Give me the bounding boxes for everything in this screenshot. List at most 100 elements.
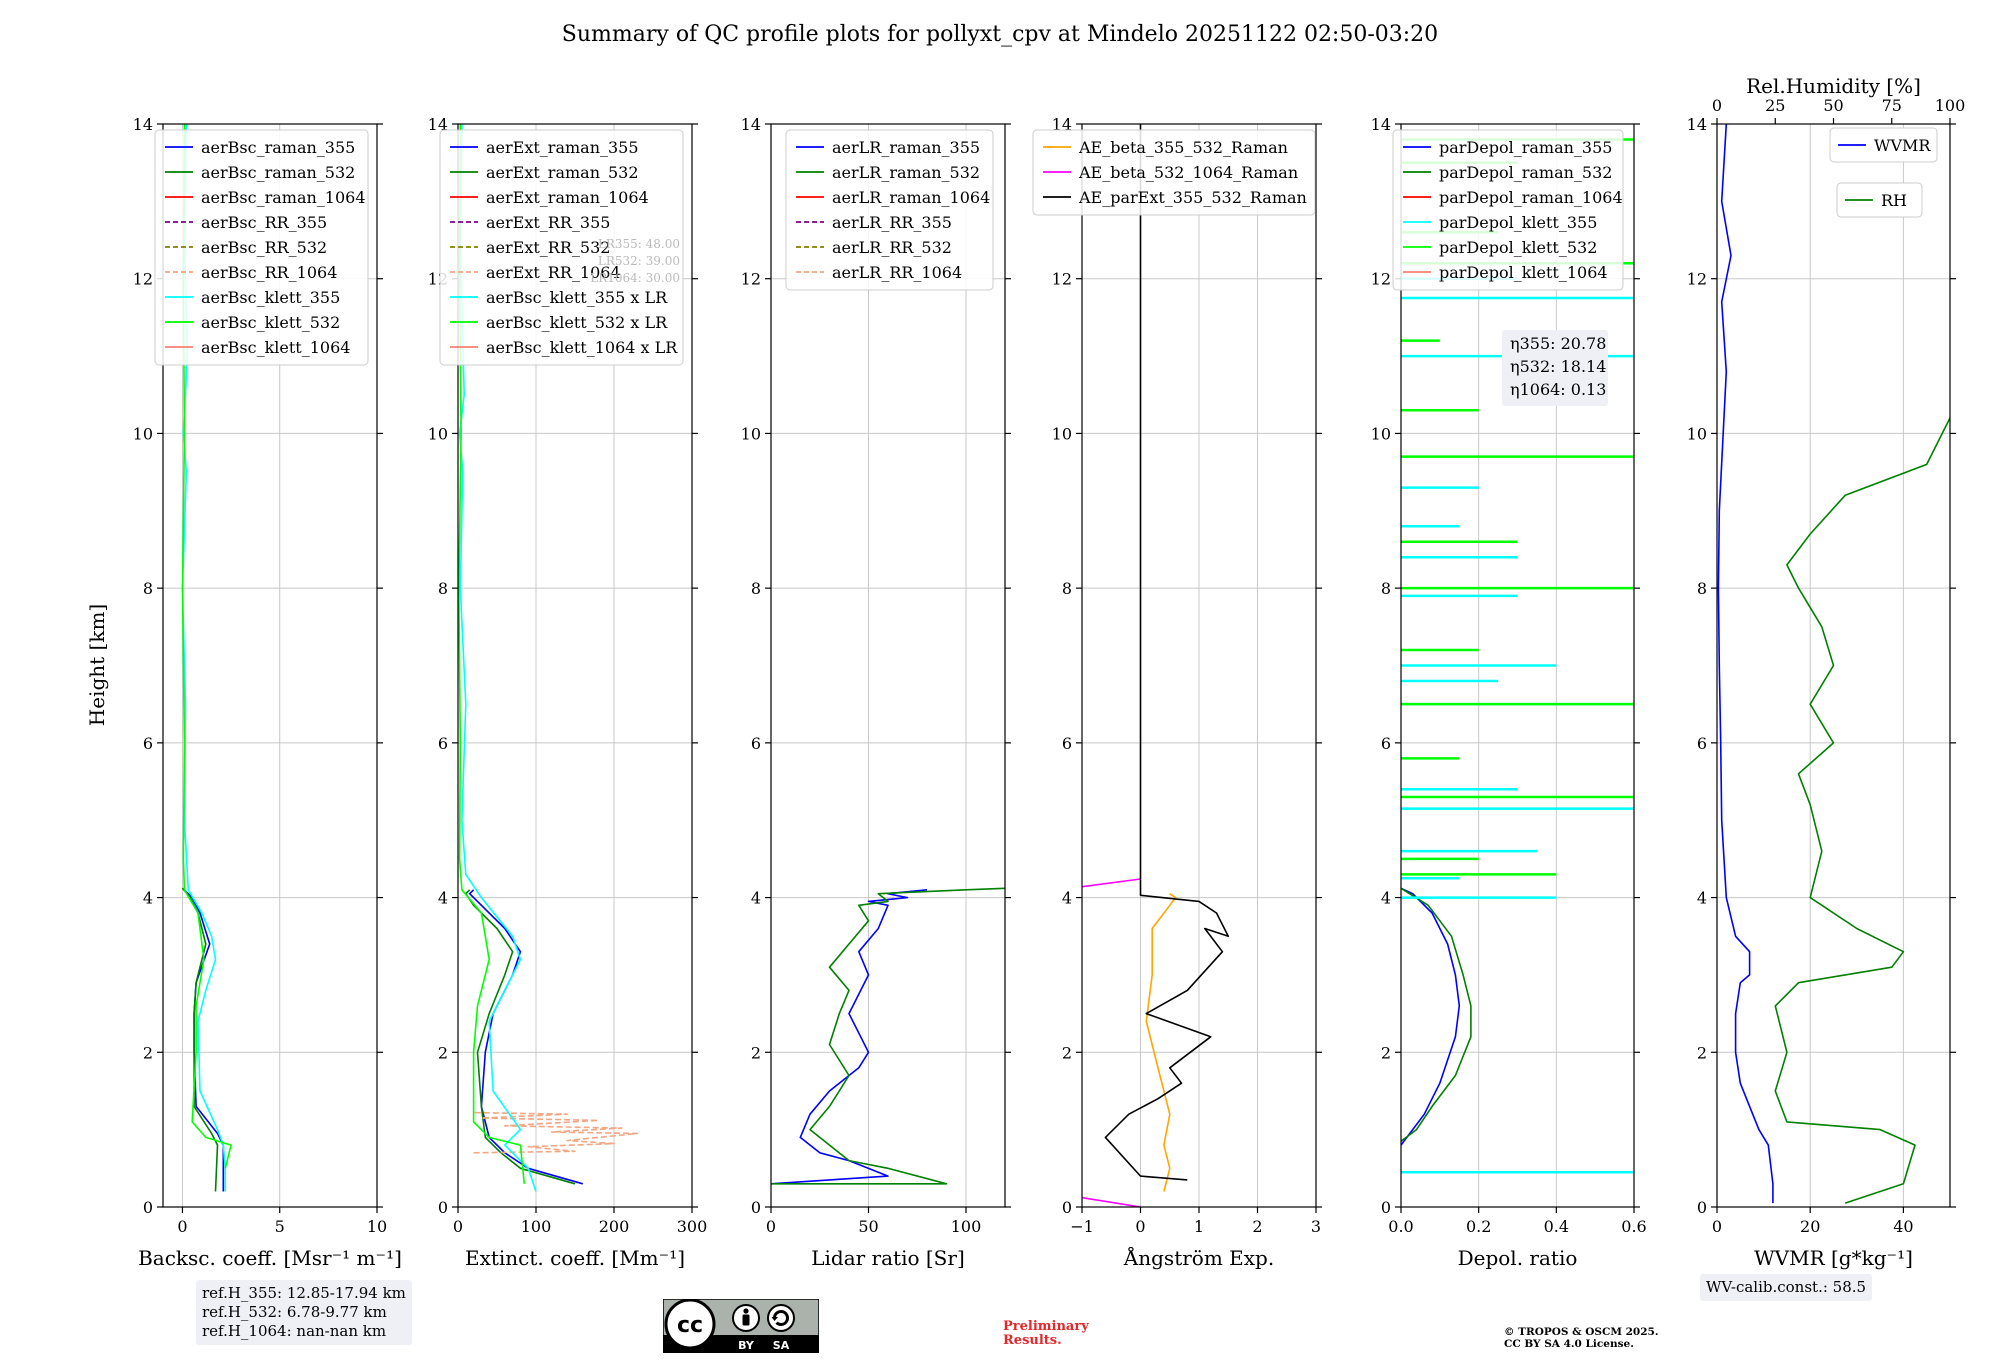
x-tick-label: 100: [521, 1217, 552, 1236]
x-tick-label: 10: [367, 1217, 387, 1236]
y-tick-label: 10: [1687, 424, 1707, 443]
cc-by-sa-logo: cc BY SA: [663, 1299, 819, 1353]
x-tick-label: 0: [453, 1217, 463, 1236]
sa-share-alike-icon: [767, 1304, 795, 1332]
y-tick-label: 10: [133, 424, 153, 443]
y-tick-label: 12: [1687, 270, 1707, 289]
y-tick-label: 12: [741, 270, 761, 289]
legend: aerBsc_raman_355 aerBsc_raman_532 aerBsc_r…: [154, 129, 369, 366]
legend-label-pardepol-klett-532: parDepol_klett_532: [1439, 238, 1597, 257]
legend-label-aerbsc-raman-532: aerBsc_raman_532: [201, 163, 355, 182]
legend-label-aerbsc-klett-532-x-lr: aerBsc_klett_532 x LR: [486, 313, 668, 332]
x-tick-label: 0: [766, 1217, 776, 1236]
series-line-aerbsc-klett-355-x-lr: [458, 124, 537, 1192]
by-attribution-icon: [732, 1304, 760, 1332]
y-tick-label: 0: [438, 1198, 448, 1217]
x-tick-label: 0: [1135, 1217, 1145, 1236]
y-tick-label: 6: [143, 734, 153, 753]
legend-label-pardepol-klett-355: parDepol_klett_355: [1439, 213, 1597, 232]
eta-annotation-0: η355: 20.78: [1510, 334, 1606, 353]
svg-text:cc: cc: [677, 1313, 703, 1338]
series-line-wvmr: [1717, 124, 1774, 1204]
legend-label-aerbsc-klett-355-x-lr: aerBsc_klett_355 x LR: [486, 288, 668, 307]
legend-label-aerext-rr-1064: aerExt_RR_1064: [486, 263, 621, 282]
legend-label-aerext-raman-1064: aerExt_raman_1064: [486, 188, 649, 207]
series-line-aerext-rr-1064: [473, 1111, 639, 1154]
x-tick-label: 20: [1800, 1217, 1820, 1236]
legend-box-rh: [1836, 182, 1923, 218]
y-tick-label: 14: [1371, 115, 1391, 134]
legend-label-aerlr-raman-355: aerLR_raman_355: [832, 138, 980, 157]
x-tick-label: 0: [1712, 1217, 1722, 1236]
y-tick-label: 12: [1052, 270, 1072, 289]
legend-box: [1392, 129, 1624, 291]
x-axis-label: Depol. ratio: [1458, 1246, 1578, 1270]
top-tick-label: 100: [1935, 96, 1966, 115]
y-tick-label: 14: [428, 115, 448, 134]
legend-label-aerbsc-raman-1064: aerBsc_raman_1064: [201, 188, 366, 207]
y-tick-label: 4: [1381, 889, 1391, 908]
series-line-ae-beta-532-1064-raman-upper: [1082, 878, 1141, 888]
x-axis-label: Ångström Exp.: [1123, 1245, 1274, 1270]
panel-depol: 0.0 0.2 0.4 0.6 0 2 4 6 8 10 12 14 Depol. ratio parDe…: [1371, 115, 1647, 1270]
y-tick-label: 4: [751, 889, 761, 908]
legend-label-wvmr: WVMR: [1874, 136, 1931, 155]
x-axis-label: WVMR [g*kg⁻¹]: [1754, 1246, 1913, 1270]
series-group: [771, 887, 1005, 1185]
series-line-aerext-raman-532: [464, 889, 576, 1185]
y-tick-label: 6: [1697, 734, 1707, 753]
eta-annotation-1: η532: 18.14: [1510, 357, 1606, 376]
legend-label-pardepol-klett-1064: parDepol_klett_1064: [1439, 263, 1608, 282]
y-tick-label: 2: [1062, 1043, 1072, 1062]
axes-frame: [162, 123, 378, 1208]
ref-height-532: ref.H_532: 6.78-9.77 km: [202, 1303, 387, 1321]
y-tick-label: 6: [438, 734, 448, 753]
x-tick-label: 2: [1252, 1217, 1262, 1236]
legend-label-ae-beta-532-1064-raman: AE_beta_532_1064_Raman: [1078, 163, 1298, 182]
cc-label-sa: SA: [773, 1339, 790, 1352]
y-tick-label: 6: [1381, 734, 1391, 753]
axes-frame: [457, 123, 693, 1208]
x-tick-label: 40: [1893, 1217, 1913, 1236]
series-line-aerlr-raman-532: [771, 887, 1005, 1185]
x-tick-label: 3: [1311, 1217, 1321, 1236]
x-tick-label: 1: [1194, 1217, 1204, 1236]
y-tick-label: 14: [1687, 115, 1707, 134]
legend-box: [154, 129, 369, 366]
legend: aerExt_raman_355 aerExt_raman_532 aerExt_r…: [439, 129, 684, 366]
y-tick-label: 8: [143, 579, 153, 598]
legend-box: [439, 129, 684, 366]
legend-label-aerbsc-raman-355: aerBsc_raman_355: [201, 138, 355, 157]
legend: AE_beta_355_532_Raman AE_beta_532_1064_Ra…: [1032, 129, 1316, 216]
series-line-aerbsc-klett-532: [181, 124, 232, 1169]
ref-height-355: ref.H_355: 12.85-17.94 km: [202, 1284, 406, 1302]
legend-label-aerbsc-klett-532: aerBsc_klett_532: [201, 313, 340, 332]
legend-label-aerbsc-klett-1064: aerBsc_klett_1064: [201, 338, 350, 357]
x-tick-label: 0: [177, 1217, 187, 1236]
y-tick-label: 10: [1052, 424, 1072, 443]
preliminary-line-2: Results.: [1003, 1333, 1062, 1348]
legend-label-aerbsc-rr-355: aerBsc_RR_355: [201, 213, 327, 232]
y-tick-label: 4: [1697, 889, 1707, 908]
series-line-ae-beta-355-532-raman: [1145, 893, 1177, 1192]
top-tick-label: 50: [1823, 96, 1843, 115]
x-tick-label: 300: [677, 1217, 708, 1236]
series-line-aerbsc-klett-532-x-lr: [458, 124, 526, 1184]
series-group: [458, 124, 639, 1192]
y-tick-label: 6: [751, 734, 761, 753]
series-group: [1082, 124, 1230, 1207]
y-tick-label: 8: [1697, 579, 1707, 598]
reference-heights-box: ref.H_355: 12.85-17.94 km ref.H_532: 6.7…: [196, 1280, 412, 1345]
legend: aerLR_raman_355 aerLR_raman_532 aerLR_rama…: [785, 129, 994, 291]
x-tick-label: 0.4: [1544, 1217, 1569, 1236]
preliminary-line-1: Preliminary: [1003, 1319, 1089, 1334]
legend-label-pardepol-raman-532: parDepol_raman_532: [1439, 163, 1612, 182]
y-tick-label: 14: [1052, 115, 1072, 134]
x-tick-label: 50: [858, 1217, 878, 1236]
legend: WVMR RH: [1829, 127, 1938, 218]
cc-icon: cc: [664, 1299, 716, 1350]
y-tick-label: 0: [751, 1198, 761, 1217]
y-tick-label: 12: [133, 270, 153, 289]
series-line-aerlr-raman-355: [771, 889, 928, 1185]
